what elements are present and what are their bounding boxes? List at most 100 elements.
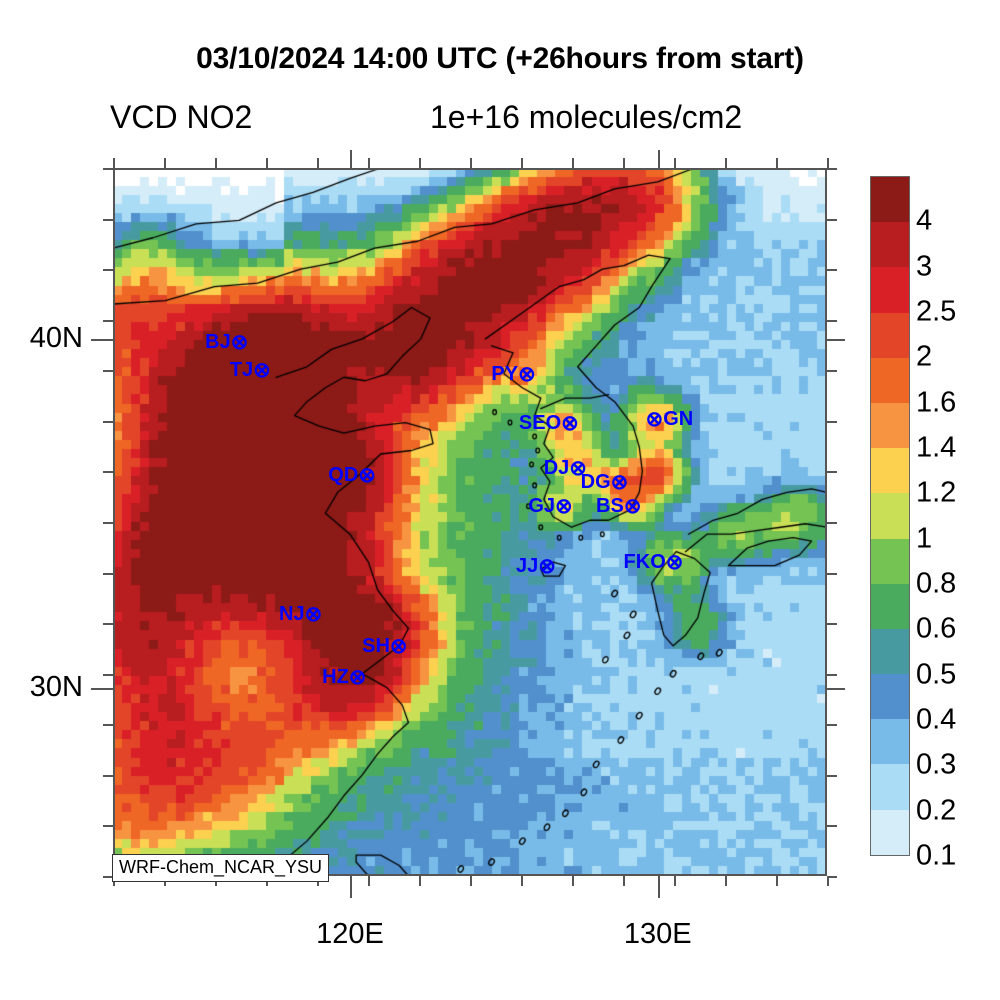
colorbar-tick-label: 2.5: [916, 295, 957, 328]
city-marker-seo: SEO⊗: [519, 413, 579, 434]
colorbar-band: [871, 402, 909, 449]
tick-mark: [349, 150, 352, 168]
colorbar-band: [871, 538, 909, 584]
tick-mark: [776, 876, 778, 886]
crossed-circle-icon: ⊗: [518, 362, 536, 386]
crossed-circle-icon: ⊗: [610, 470, 629, 494]
colorbar-tick-label: 3: [916, 250, 933, 283]
tick-mark: [91, 338, 113, 341]
colorbar-band: [871, 809, 909, 855]
colorbar-band: [871, 674, 909, 720]
units-label: 1e+16 molecules/cm2: [430, 99, 743, 135]
tick-mark: [725, 876, 727, 886]
crossed-circle-icon: ⊗: [358, 463, 376, 487]
city-marker-tj: TJ⊗: [230, 360, 271, 381]
tick-mark: [103, 168, 113, 170]
city-marker-gn: ⊗GN: [646, 409, 694, 430]
colorbar-tick-label: 0.1: [916, 839, 957, 872]
tick-mark: [103, 269, 113, 272]
tick-mark: [827, 522, 837, 524]
colorbar-band: [871, 177, 909, 223]
axis-label: 120E: [316, 918, 384, 950]
colorbar-tick-label: 0.6: [916, 612, 957, 645]
colorbar-tick-label: 1.6: [916, 386, 957, 419]
tick-mark: [827, 876, 837, 878]
tick-mark: [827, 269, 837, 272]
no2-heatmap-canvas[interactable]: [113, 168, 827, 876]
tick-mark: [266, 158, 268, 168]
crossed-circle-icon: ⊗: [645, 408, 664, 432]
colorbar[interactable]: [870, 176, 910, 856]
colorbar-band: [871, 222, 909, 268]
city-label: PY: [491, 362, 519, 385]
city-label: TJ: [229, 359, 254, 382]
tick-mark: [103, 825, 113, 828]
city-marker-nj: NJ⊗: [279, 604, 322, 625]
tick-mark: [103, 724, 113, 727]
crossed-circle-icon: ⊗: [561, 411, 579, 435]
colorbar-band: [871, 719, 909, 765]
tick-mark: [103, 420, 113, 423]
colorbar-band: [871, 628, 909, 675]
city-marker-bj: BJ⊗: [205, 332, 248, 353]
tick-mark: [470, 158, 472, 168]
city-marker-sh: SH⊗: [362, 636, 407, 657]
crossed-circle-icon: ⊗: [230, 331, 249, 355]
crossed-circle-icon: ⊗: [555, 495, 573, 519]
city-marker-bs: BS⊗: [596, 496, 641, 517]
colorbar-tick-label: 0.3: [916, 748, 957, 781]
crossed-circle-icon: ⊗: [665, 551, 684, 575]
colorbar-tick-label: 1.4: [916, 431, 957, 464]
tick-mark: [657, 876, 660, 898]
tick-mark: [103, 218, 113, 221]
crossed-circle-icon: ⊗: [304, 603, 323, 627]
tick-mark: [827, 158, 829, 168]
city-label: NJ: [279, 603, 305, 626]
colorbar-tick-label: 0.2: [916, 794, 957, 827]
city-label: SH: [362, 634, 390, 657]
crossed-circle-icon: ⊗: [569, 456, 587, 480]
tick-mark: [349, 876, 352, 898]
map-plot-area[interactable]: [113, 168, 827, 876]
colorbar-tick-label: 0.8: [916, 567, 957, 600]
tick-mark: [215, 158, 217, 168]
tick-mark: [103, 319, 113, 322]
colorbar-tick-label: 0.4: [916, 703, 957, 736]
tick-mark: [470, 876, 472, 886]
city-marker-dj: DJ⊗: [544, 458, 587, 479]
city-marker-gj: GJ⊗: [528, 496, 572, 517]
tick-mark: [113, 158, 115, 168]
tick-mark: [827, 370, 837, 373]
tick-mark: [521, 158, 523, 168]
tick-mark: [827, 168, 837, 170]
tick-mark: [103, 673, 113, 676]
tick-mark: [103, 522, 113, 524]
city-label: DG: [580, 470, 611, 493]
colorbar-band: [871, 357, 909, 403]
crossed-circle-icon: ⊗: [253, 359, 271, 383]
city-label: QD: [328, 463, 359, 486]
crossed-circle-icon: ⊗: [389, 634, 408, 658]
tick-mark: [103, 572, 113, 575]
tick-mark: [103, 370, 113, 373]
colorbar-band: [871, 267, 909, 313]
city-label: JJ: [516, 554, 539, 577]
tick-mark: [103, 774, 113, 777]
city-marker-hz: HZ⊗: [322, 667, 366, 688]
tick-mark: [521, 876, 523, 886]
axis-label: 40N: [29, 321, 83, 354]
tick-mark: [827, 471, 837, 474]
tick-mark: [368, 158, 370, 168]
city-label: HZ: [322, 666, 349, 689]
tick-mark: [674, 158, 676, 168]
tick-mark: [572, 876, 574, 886]
city-label: BS: [596, 495, 624, 518]
city-marker-fko: FKO⊗: [624, 552, 684, 573]
city-label: GN: [663, 408, 694, 431]
tick-mark: [368, 876, 370, 886]
city-marker-py: PY⊗: [491, 364, 535, 385]
tick-mark: [623, 158, 625, 168]
tick-mark: [103, 471, 113, 474]
colorbar-tick-label: 1: [916, 522, 933, 555]
city-label: GJ: [528, 495, 555, 518]
